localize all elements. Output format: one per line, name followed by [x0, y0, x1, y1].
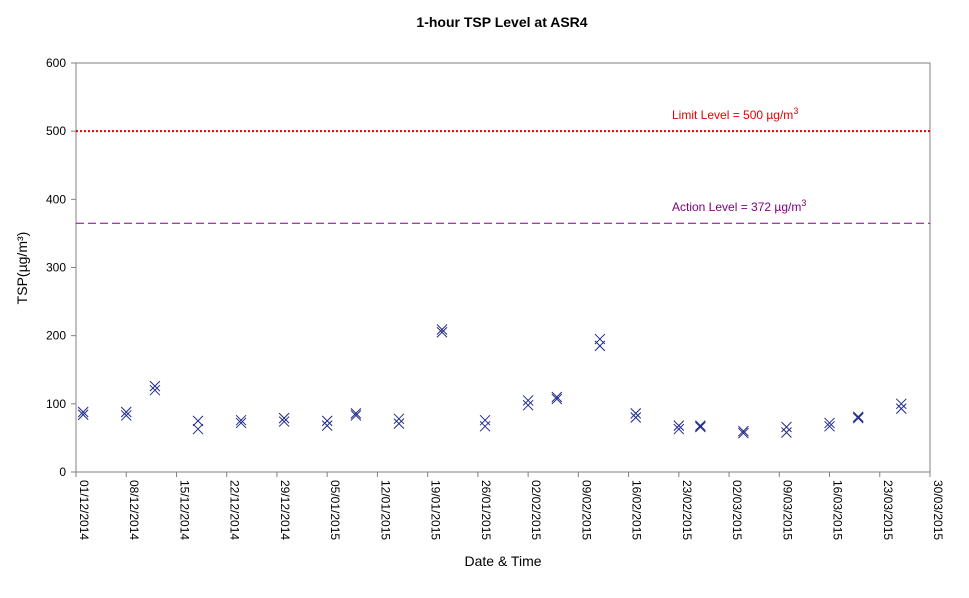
data-points: [77, 324, 907, 439]
x-tick-label: 16/02/2015: [630, 480, 644, 540]
reference-label-superscript: 3: [801, 198, 806, 208]
x-tick-label: 05/01/2015: [328, 480, 342, 540]
y-tick-label: 100: [46, 397, 66, 411]
chart-title: 1-hour TSP Level at ASR4: [416, 14, 587, 30]
data-point-marker: [278, 416, 290, 427]
y-tick-label: 600: [46, 56, 66, 70]
x-axis-title: Date & Time: [464, 553, 541, 569]
data-point-marker: [852, 412, 864, 424]
y-tick-label: 200: [46, 329, 66, 343]
data-point-marker: [479, 414, 491, 426]
data-point-marker: [436, 326, 448, 338]
data-point-marker: [192, 415, 204, 427]
data-point-marker: [120, 406, 132, 418]
x-tick-label: 01/12/2014: [77, 480, 91, 540]
data-point-marker: [852, 411, 864, 423]
plot-area: [75, 62, 931, 473]
data-point-marker: [781, 421, 792, 433]
x-tick-label: 23/02/2015: [680, 480, 694, 540]
data-point-marker: [630, 412, 642, 423]
x-tick-label: 08/12/2014: [127, 480, 141, 540]
y-tick-label: 500: [46, 124, 66, 138]
data-point-marker: [350, 410, 362, 421]
y-tick-label: 400: [46, 192, 66, 206]
x-tick-label: 02/02/2015: [529, 480, 543, 540]
data-point-marker: [479, 420, 491, 432]
reference-label-superscript: 3: [793, 106, 798, 116]
y-axis-title: TSP(µg/m³): [14, 232, 30, 305]
y-axis: 0 100 200 300 400 500 600: [46, 56, 76, 479]
data-point-marker: [522, 395, 534, 406]
reference-line-label: Action Level = 372 µg/m3: [672, 198, 806, 214]
x-tick-label: 19/01/2015: [429, 480, 443, 540]
reference-label-text: Action Level = 372 µg/m: [672, 200, 801, 214]
data-point-marker: [321, 420, 333, 432]
x-tick-label: 09/02/2015: [579, 480, 593, 540]
data-point-marker: [824, 420, 835, 432]
x-tick-label: 09/03/2015: [780, 480, 794, 540]
data-point-marker: [594, 333, 606, 345]
data-point-marker: [824, 417, 835, 429]
x-tick-label: 30/03/2015: [931, 480, 945, 540]
data-point-marker: [738, 427, 749, 439]
x-tick-label: 02/03/2015: [730, 480, 744, 540]
data-point-marker: [694, 420, 706, 432]
data-point-marker: [551, 391, 563, 403]
data-point-marker: [522, 399, 534, 411]
data-point-marker: [77, 409, 89, 421]
data-point-marker: [120, 410, 132, 421]
x-tick-label: 22/12/2014: [228, 480, 242, 540]
x-axis: 01/12/2014 08/12/2014 15/12/2014 22/12/2014…: [75, 472, 945, 540]
x-tick-label: 26/01/2015: [479, 480, 493, 540]
data-point-marker: [781, 427, 792, 438]
y-tick-label: 300: [46, 261, 66, 275]
x-tick-label: 12/01/2015: [378, 480, 392, 540]
data-point-marker: [192, 423, 204, 435]
x-tick-label: 29/12/2014: [278, 480, 292, 540]
data-point-marker: [436, 324, 448, 335]
data-point-marker: [149, 384, 161, 396]
reference-label-text: Limit Level = 500 µg/m: [672, 108, 793, 122]
data-point-marker: [393, 413, 405, 425]
x-tick-label: 16/03/2015: [831, 480, 845, 540]
data-point-marker: [321, 415, 333, 427]
x-tick-label: 15/12/2014: [177, 480, 191, 540]
data-point-marker: [673, 420, 685, 432]
data-point-marker: [350, 408, 362, 419]
data-point-marker: [673, 423, 685, 435]
data-point-marker: [694, 421, 706, 433]
x-tick-label: 23/03/2015: [881, 480, 895, 540]
data-point-marker: [77, 406, 89, 418]
y-tick-label: 0: [59, 465, 66, 479]
data-point-marker: [738, 425, 749, 437]
data-point-marker: [235, 414, 247, 426]
data-point-marker: [630, 408, 642, 419]
data-point-marker: [393, 418, 405, 429]
data-point-marker: [235, 417, 247, 429]
data-point-marker: [278, 412, 290, 424]
reference-line-label: Limit Level = 500 µg/m3: [672, 106, 798, 122]
data-point-marker: [149, 380, 161, 392]
data-point-marker: [551, 393, 563, 405]
data-point-marker: [895, 398, 907, 410]
data-point-marker: [895, 403, 907, 414]
